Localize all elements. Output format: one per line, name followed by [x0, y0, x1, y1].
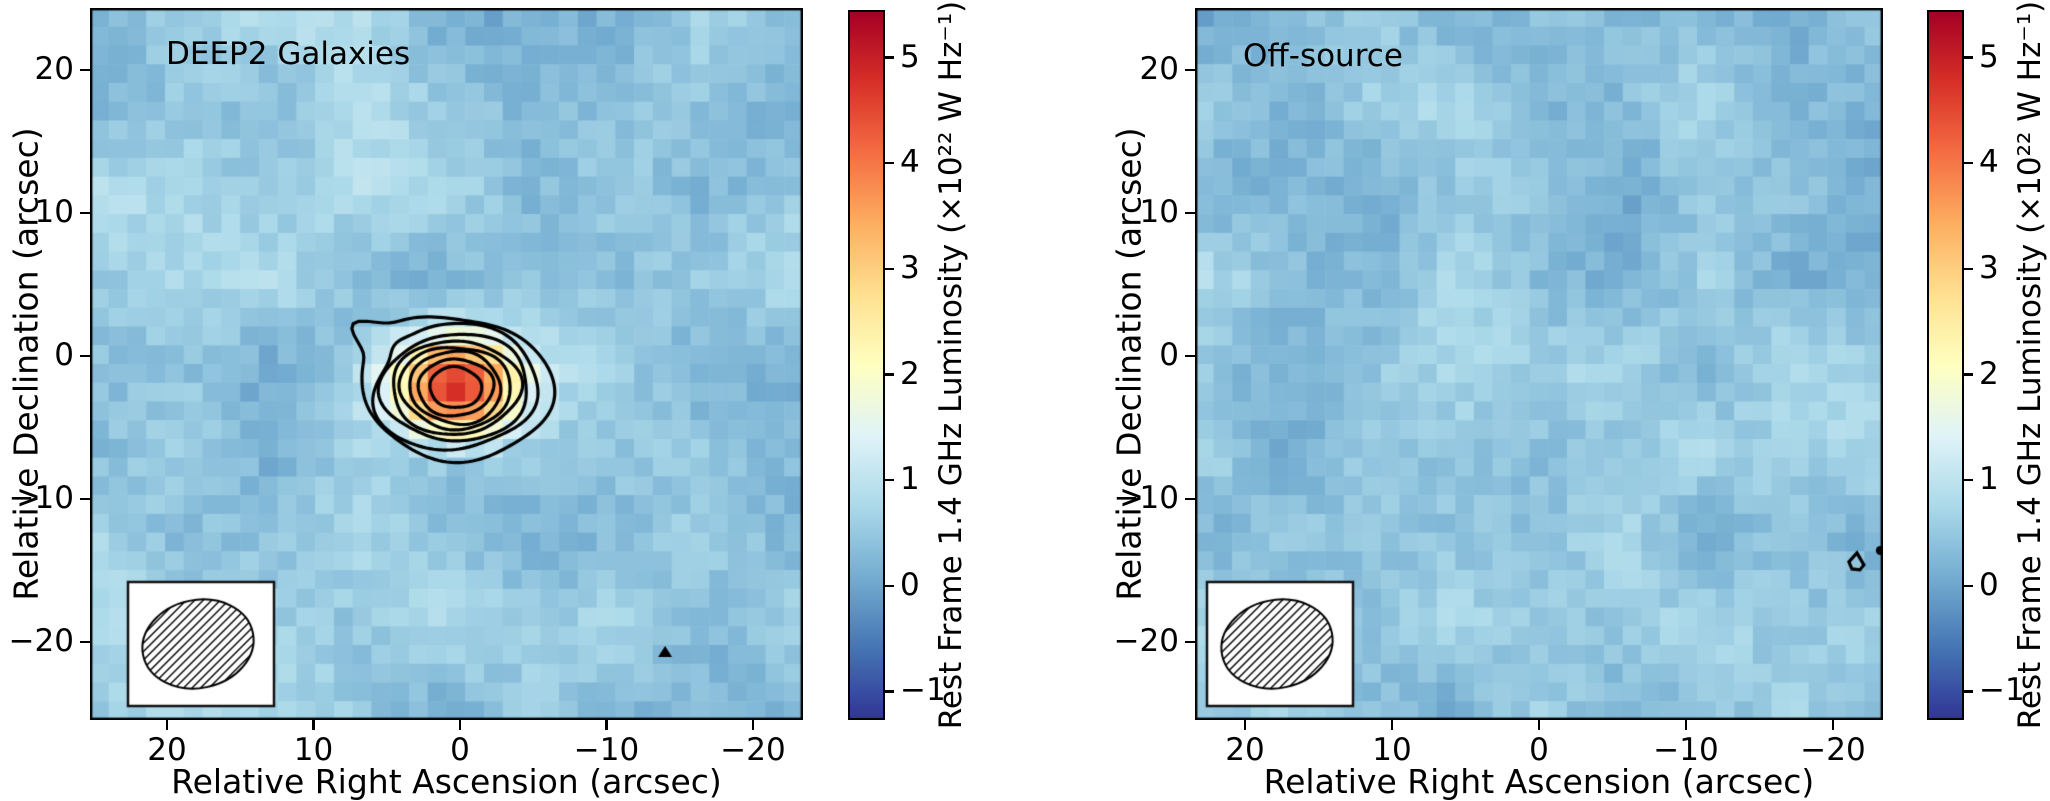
colorbar-tick-mark: [885, 584, 894, 588]
heatmap-offsource-canvas: [1195, 8, 1883, 720]
x-tick-label: 20: [147, 732, 187, 768]
y-tick-mark: [1185, 640, 1195, 644]
colorbar-tick-mark: [885, 373, 894, 376]
y-tick-mark: [80, 354, 90, 358]
heatmap-deep2-canvas: [90, 8, 803, 720]
y-tick-mark: [80, 68, 90, 72]
colorbar-tick-label: 4: [900, 144, 920, 181]
colorbar-tick-label: 1: [900, 461, 920, 498]
y-tick-mark: [1185, 354, 1195, 358]
y-tick-label: 20: [1139, 51, 1179, 87]
colorbar-tick-label: 2: [900, 355, 920, 392]
colorbar-tick-mark: [1964, 373, 1973, 376]
x-tick-mark: [1537, 720, 1541, 730]
colorbar-tick-mark: [1964, 478, 1973, 482]
colorbar-tick-label: 1: [1979, 461, 1999, 498]
x-tick-label: 0: [1529, 732, 1549, 768]
y-tick-label: −20: [8, 623, 74, 659]
x-tick-label: 0: [450, 732, 470, 768]
colorbar-tick-label: 4: [1979, 144, 1999, 181]
colorbar-tick-label: 3: [1979, 249, 1999, 286]
y-tick-label: 10: [34, 194, 74, 230]
colorbar-tick-mark: [885, 267, 894, 271]
x-tick-mark: [458, 720, 462, 730]
colorbar-tick-mark: [1964, 56, 1973, 59]
panel-deep2-galaxies: DEEP2 Galaxies: [90, 8, 803, 720]
y-tick-label: −10: [8, 480, 74, 516]
x-tick-label: 10: [293, 732, 334, 768]
y-tick-label: 0: [54, 337, 74, 373]
colorbar-tick-mark: [1964, 690, 1973, 693]
y-tick-label: 20: [34, 51, 74, 87]
colorbar-left: [848, 10, 885, 720]
colorbar-tick-mark: [885, 161, 894, 165]
x-tick-mark: [751, 720, 755, 730]
colorbar-tick-mark: [885, 690, 894, 693]
y-tick-label: 0: [1159, 337, 1179, 373]
y-tick-label: −10: [1113, 480, 1179, 516]
colorbar-right: [1927, 10, 1964, 720]
panel-title-off-source: Off-source: [1243, 38, 1403, 74]
x-axis-label-left: Relative Right Ascension (arcsec): [171, 762, 722, 801]
colorbar-tick-label: 0: [900, 566, 920, 603]
colorbar-tick-label: 5: [900, 38, 920, 75]
x-tick-label: −10: [1653, 732, 1719, 768]
y-tick-mark: [80, 640, 90, 644]
colorbar-tick-mark: [1964, 267, 1973, 271]
colorbar-tick-label: −1: [1979, 672, 2025, 709]
x-tick-mark: [605, 720, 608, 730]
x-tick-mark: [1684, 720, 1688, 730]
x-tick-label: −10: [573, 732, 640, 768]
y-tick-mark: [1185, 68, 1195, 72]
colorbar-tick-mark: [1964, 161, 1973, 165]
x-tick-label: −20: [720, 732, 786, 768]
x-tick-mark: [1243, 720, 1247, 730]
x-tick-label: −20: [1800, 732, 1866, 768]
y-tick-label: −20: [1113, 623, 1179, 659]
x-axis-label-right: Relative Right Ascension (arcsec): [1263, 762, 1815, 801]
colorbar-tick-label: 5: [1979, 38, 1999, 75]
y-tick-mark: [80, 497, 90, 501]
colorbar-tick-label: 2: [1979, 355, 1999, 392]
x-tick-label: 10: [1372, 732, 1412, 768]
x-tick-mark: [312, 720, 315, 730]
y-tick-mark: [1185, 497, 1195, 501]
panel-title-deep2: DEEP2 Galaxies: [166, 36, 411, 72]
x-tick-mark: [1831, 720, 1835, 730]
colorbar-tick-label: 3: [900, 249, 920, 286]
x-tick-mark: [1390, 720, 1394, 730]
y-tick-mark: [80, 211, 90, 215]
x-tick-mark: [165, 720, 169, 730]
y-tick-label: 10: [1139, 194, 1179, 230]
x-tick-label: 20: [1225, 732, 1265, 768]
y-tick-mark: [1185, 211, 1195, 215]
colorbar-tick-label: 0: [1979, 566, 1999, 603]
panel-off-source: Off-source: [1195, 8, 1883, 720]
colorbar-tick-mark: [885, 478, 894, 482]
colorbar-tick-mark: [1964, 584, 1973, 588]
colorbar-tick-mark: [885, 56, 894, 59]
colorbar-tick-label: −1: [900, 672, 946, 709]
